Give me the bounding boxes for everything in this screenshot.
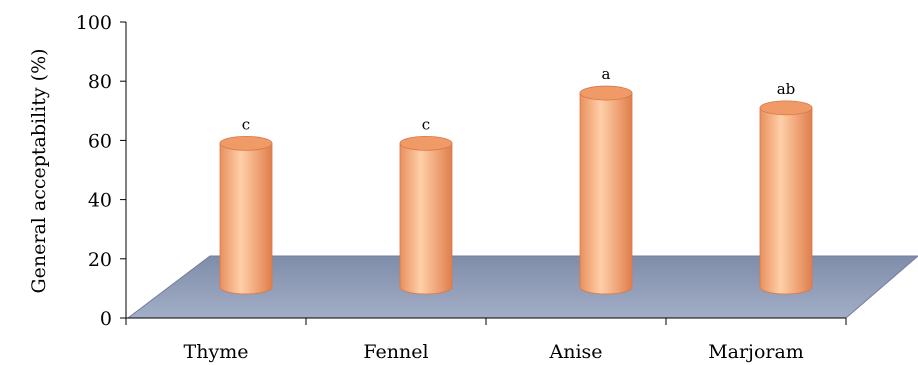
category-labels: c Thyme c Fennel a Anise ab Marjoram [184, 65, 804, 363]
significance-label: ab [777, 80, 796, 98]
bar-body [579, 92, 633, 295]
y-tick-label: 60 [88, 130, 112, 152]
bars [219, 85, 813, 295]
category-label: Fennel [363, 341, 428, 363]
y-axis-title: General acceptability (%) [28, 48, 50, 293]
significance-label: c [422, 115, 430, 133]
y-axis: 0 20 40 60 80 100 [76, 12, 847, 330]
bar-body [219, 142, 273, 295]
bar-top [399, 135, 453, 151]
bar-marjoram [759, 100, 813, 295]
category-label: Anise [548, 341, 602, 363]
y-tick-label: 80 [88, 71, 112, 93]
category-label: Marjoram [708, 341, 804, 363]
bar-top [579, 85, 633, 101]
significance-label: a [602, 65, 611, 83]
y-tick-label: 0 [100, 308, 112, 330]
bar-fennel [399, 135, 453, 295]
bar-thyme [219, 135, 273, 295]
bar-body [399, 142, 453, 295]
y-tick-label: 20 [88, 249, 112, 271]
bar-top [219, 135, 273, 151]
bar-top [759, 100, 813, 116]
y-tick-label: 40 [88, 190, 112, 212]
significance-label: c [242, 115, 250, 133]
bar-anise [579, 85, 633, 295]
y-tick-label: 100 [76, 12, 112, 34]
category-label: Thyme [184, 341, 249, 363]
bar-body [759, 107, 813, 295]
